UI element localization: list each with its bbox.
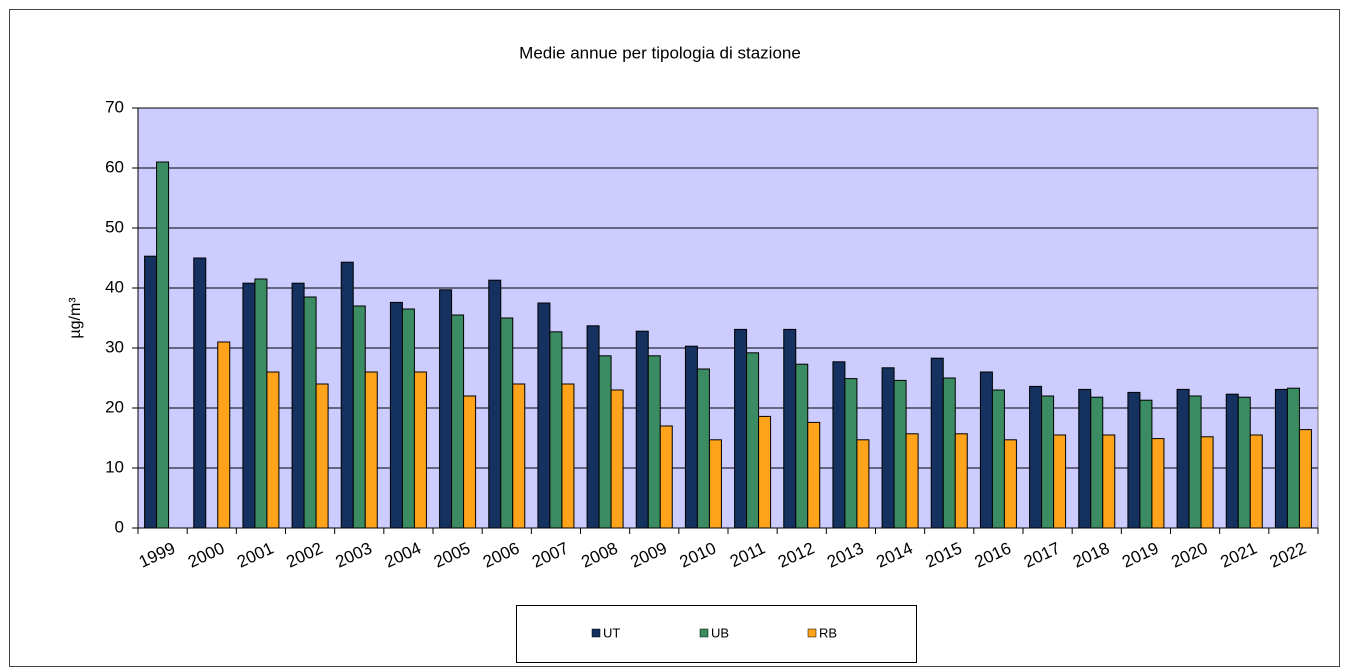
bar [315, 383, 329, 529]
bar [659, 425, 673, 529]
bar [1029, 385, 1043, 529]
bar [905, 433, 919, 529]
bar [1102, 434, 1116, 529]
bar [746, 352, 760, 529]
legend-swatch [807, 628, 817, 638]
bar [1188, 395, 1202, 529]
legend-label: UB [711, 625, 729, 640]
bar [463, 395, 477, 529]
bar [684, 345, 698, 529]
bar [266, 371, 280, 529]
bar [303, 296, 317, 529]
bar [144, 255, 158, 529]
bar [1090, 396, 1104, 529]
bar [291, 282, 305, 529]
bar [193, 257, 207, 529]
bar [832, 361, 846, 529]
bar [1298, 429, 1312, 529]
bar [413, 371, 427, 529]
bar [389, 301, 403, 529]
y-tick-label: 0 [115, 517, 124, 536]
bar [1225, 393, 1239, 529]
bar [783, 328, 797, 529]
y-tick-label: 60 [105, 157, 124, 176]
bar [1274, 388, 1288, 529]
bar [254, 278, 268, 529]
bar [537, 302, 551, 529]
bar [1127, 391, 1141, 529]
bar [500, 317, 514, 529]
bar [647, 355, 661, 529]
bar [1151, 438, 1165, 529]
legend-box [516, 605, 917, 663]
bar [340, 261, 354, 529]
bar [795, 363, 809, 529]
bar [696, 368, 710, 529]
bar [610, 389, 624, 529]
y-axis-label: µg/m³ [67, 297, 84, 339]
legend-swatch [699, 628, 709, 638]
bar [708, 439, 722, 529]
bar [561, 383, 575, 529]
y-tick-label: 30 [105, 337, 124, 356]
bar [1041, 395, 1055, 529]
bar [242, 282, 256, 529]
bar [1003, 439, 1017, 529]
bar [488, 279, 502, 529]
bar [1237, 396, 1251, 529]
bar [758, 415, 772, 529]
bar [635, 330, 649, 529]
bar [156, 161, 170, 529]
bar [512, 383, 526, 529]
bar [586, 325, 600, 529]
bar [1176, 388, 1190, 529]
bar [991, 389, 1005, 529]
bar [217, 341, 231, 529]
bar [979, 371, 993, 529]
bar [1053, 434, 1067, 529]
bar [364, 371, 378, 529]
chart-title: Medie annue per tipologia di stazione [519, 43, 801, 62]
y-tick-label: 40 [105, 277, 124, 296]
bar [954, 433, 968, 529]
bar [930, 357, 944, 529]
bar [1200, 436, 1214, 529]
y-tick-label: 70 [105, 97, 124, 116]
bar [881, 367, 895, 529]
legend-label: RB [819, 625, 837, 640]
legend-swatch [591, 628, 601, 638]
y-tick-label: 50 [105, 217, 124, 236]
bar [598, 355, 612, 529]
bar [1139, 399, 1153, 529]
bar [893, 379, 907, 529]
bar [807, 421, 821, 529]
bar [844, 378, 858, 529]
bar [734, 328, 748, 529]
bar [856, 439, 870, 529]
bar [451, 314, 465, 529]
y-tick-label: 10 [105, 457, 124, 476]
bar [401, 308, 415, 529]
bar [1078, 388, 1092, 529]
legend-label: UT [603, 625, 620, 640]
y-tick-label: 20 [105, 397, 124, 416]
bar [439, 289, 453, 529]
bar [352, 305, 366, 529]
bar [549, 331, 563, 529]
bar [1286, 387, 1300, 529]
bar [1249, 434, 1263, 529]
bar [942, 377, 956, 529]
